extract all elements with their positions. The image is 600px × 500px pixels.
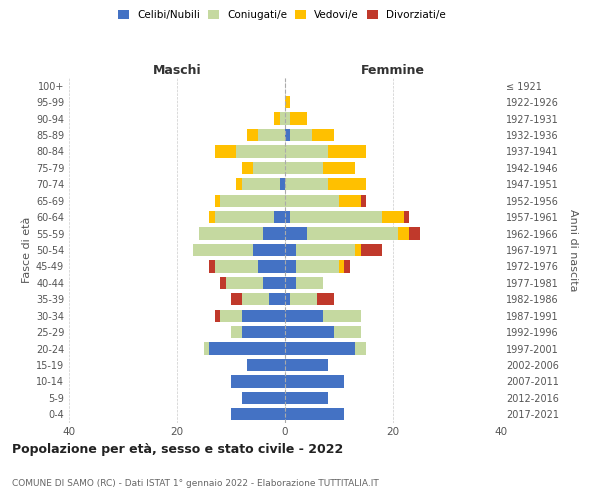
Text: Maschi: Maschi bbox=[152, 64, 202, 78]
Bar bbox=[285, 392, 328, 404]
Bar bbox=[290, 211, 382, 224]
Bar bbox=[263, 228, 285, 239]
Bar bbox=[344, 260, 350, 272]
Bar bbox=[226, 276, 263, 289]
Bar bbox=[253, 162, 285, 174]
Bar bbox=[285, 129, 290, 141]
Bar bbox=[285, 276, 296, 289]
Bar bbox=[285, 146, 328, 158]
Bar bbox=[204, 342, 209, 354]
Bar bbox=[285, 228, 307, 239]
Bar bbox=[323, 310, 361, 322]
Bar bbox=[247, 359, 285, 371]
Bar bbox=[285, 342, 355, 354]
Bar bbox=[231, 408, 285, 420]
Bar bbox=[231, 376, 285, 388]
Bar bbox=[220, 194, 285, 207]
Bar bbox=[242, 293, 269, 306]
Bar bbox=[307, 228, 398, 239]
Bar bbox=[280, 178, 285, 190]
Bar bbox=[398, 228, 409, 239]
Bar bbox=[236, 178, 242, 190]
Bar bbox=[339, 194, 361, 207]
Bar bbox=[404, 211, 409, 224]
Bar bbox=[274, 211, 285, 224]
Bar bbox=[215, 146, 236, 158]
Bar bbox=[334, 326, 361, 338]
Bar bbox=[290, 293, 317, 306]
Bar bbox=[382, 211, 404, 224]
Bar bbox=[215, 194, 220, 207]
Bar bbox=[339, 260, 344, 272]
Bar bbox=[236, 146, 285, 158]
Bar bbox=[290, 112, 307, 124]
Text: COMUNE DI SAMO (RC) - Dati ISTAT 1° gennaio 2022 - Elaborazione TUTTITALIA.IT: COMUNE DI SAMO (RC) - Dati ISTAT 1° genn… bbox=[12, 479, 379, 488]
Bar bbox=[231, 293, 242, 306]
Bar bbox=[285, 211, 290, 224]
Bar bbox=[242, 310, 285, 322]
Bar bbox=[258, 129, 285, 141]
Bar bbox=[296, 276, 323, 289]
Bar bbox=[199, 228, 263, 239]
Bar bbox=[258, 260, 285, 272]
Bar bbox=[328, 178, 366, 190]
Bar bbox=[220, 310, 242, 322]
Bar bbox=[409, 228, 420, 239]
Bar bbox=[220, 276, 226, 289]
Bar bbox=[361, 244, 382, 256]
Bar bbox=[312, 129, 334, 141]
Bar bbox=[285, 178, 328, 190]
Bar bbox=[242, 326, 285, 338]
Y-axis label: Anni di nascita: Anni di nascita bbox=[568, 208, 578, 291]
Legend: Celibi/Nubili, Coniugati/e, Vedovi/e, Divorziati/e: Celibi/Nubili, Coniugati/e, Vedovi/e, Di… bbox=[118, 10, 446, 20]
Bar bbox=[269, 293, 285, 306]
Bar bbox=[274, 112, 280, 124]
Bar bbox=[209, 260, 215, 272]
Bar bbox=[285, 112, 290, 124]
Bar bbox=[242, 178, 280, 190]
Bar bbox=[296, 244, 355, 256]
Bar bbox=[285, 359, 328, 371]
Text: Femmine: Femmine bbox=[361, 64, 425, 78]
Bar bbox=[215, 310, 220, 322]
Bar bbox=[285, 162, 323, 174]
Bar bbox=[193, 244, 253, 256]
Bar bbox=[242, 162, 253, 174]
Bar bbox=[285, 408, 344, 420]
Bar bbox=[285, 96, 290, 108]
Bar bbox=[247, 129, 258, 141]
Bar bbox=[285, 326, 334, 338]
Bar bbox=[209, 342, 285, 354]
Bar bbox=[361, 194, 366, 207]
Bar bbox=[263, 276, 285, 289]
Y-axis label: Fasce di età: Fasce di età bbox=[22, 217, 32, 283]
Bar bbox=[323, 162, 355, 174]
Bar bbox=[285, 376, 344, 388]
Bar bbox=[290, 129, 312, 141]
Bar bbox=[285, 310, 323, 322]
Bar bbox=[328, 146, 366, 158]
Bar bbox=[285, 194, 339, 207]
Bar bbox=[285, 244, 296, 256]
Bar bbox=[280, 112, 285, 124]
Text: Popolazione per età, sesso e stato civile - 2022: Popolazione per età, sesso e stato civil… bbox=[12, 442, 343, 456]
Bar bbox=[355, 244, 361, 256]
Bar bbox=[296, 260, 339, 272]
Bar bbox=[285, 260, 296, 272]
Bar bbox=[209, 211, 215, 224]
Bar bbox=[215, 260, 258, 272]
Bar bbox=[317, 293, 334, 306]
Bar bbox=[355, 342, 366, 354]
Bar bbox=[253, 244, 285, 256]
Bar bbox=[231, 326, 242, 338]
Bar bbox=[285, 293, 290, 306]
Bar bbox=[242, 392, 285, 404]
Bar bbox=[215, 211, 274, 224]
